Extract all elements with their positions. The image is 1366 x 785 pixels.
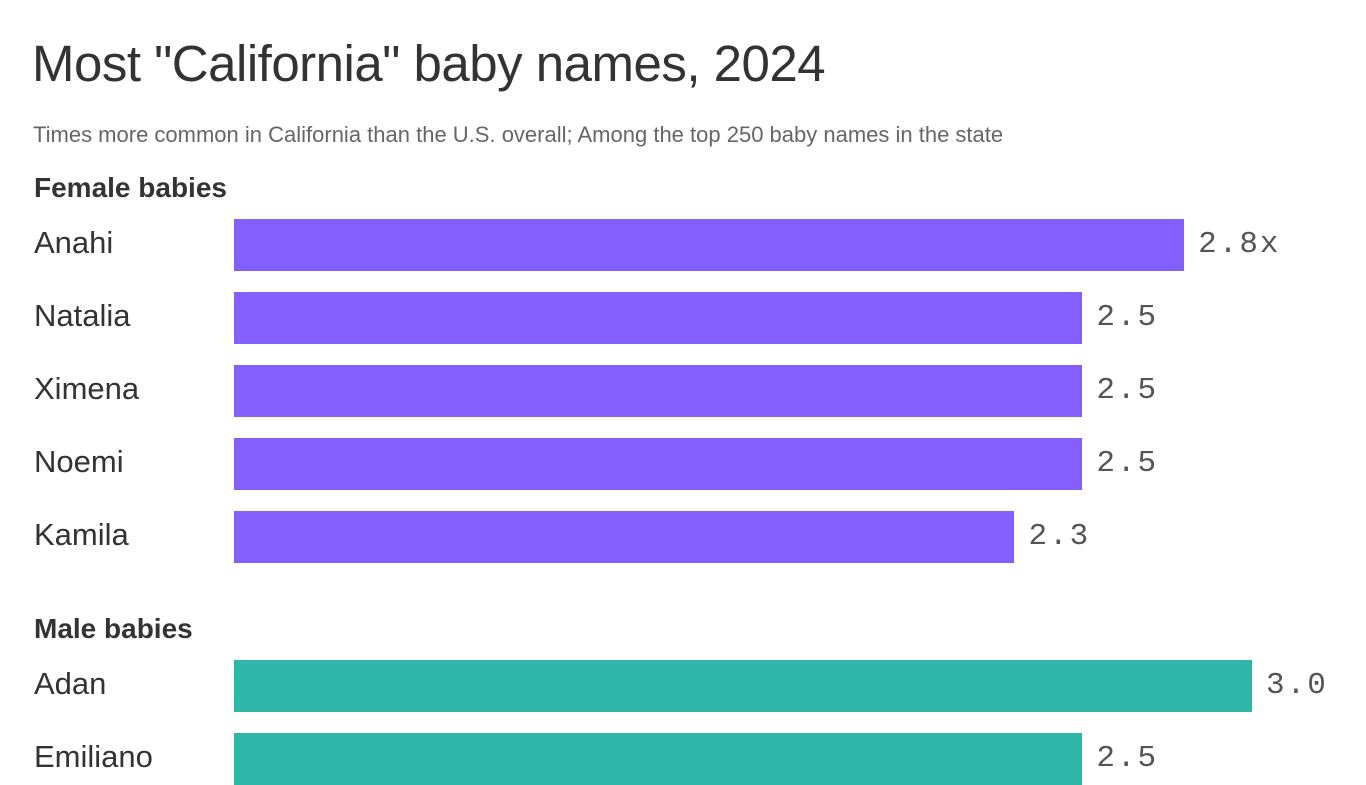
- bar: [234, 365, 1083, 417]
- category-label: Emiliano: [34, 739, 153, 774]
- value-label: 2.5: [1096, 741, 1159, 776]
- bar: [234, 292, 1083, 344]
- bar: [234, 733, 1083, 785]
- category-label: Natalia: [34, 298, 131, 333]
- category-label: Anahi: [34, 225, 114, 260]
- chart-subtitle: Times more common in California than the…: [33, 122, 1004, 147]
- chart-title: Most "California" baby names, 2024: [32, 35, 826, 92]
- bar: [234, 219, 1185, 271]
- category-label: Noemi: [34, 444, 124, 479]
- category-label: Ximena: [34, 371, 140, 406]
- value-label: 2.8x: [1198, 227, 1281, 262]
- category-label: Adan: [34, 666, 107, 701]
- group-label: Male babies: [34, 613, 193, 644]
- bar: [234, 660, 1252, 712]
- value-label: 2.3: [1028, 519, 1091, 554]
- value-label: 2.5: [1096, 446, 1159, 481]
- value-label: 2.5: [1096, 300, 1159, 335]
- group-label: Female babies: [34, 172, 227, 203]
- value-label: 2.5: [1096, 373, 1159, 408]
- category-label: Kamila: [34, 517, 129, 552]
- bar: [234, 511, 1015, 563]
- value-label: 3.0: [1266, 668, 1328, 703]
- bar: [234, 438, 1083, 490]
